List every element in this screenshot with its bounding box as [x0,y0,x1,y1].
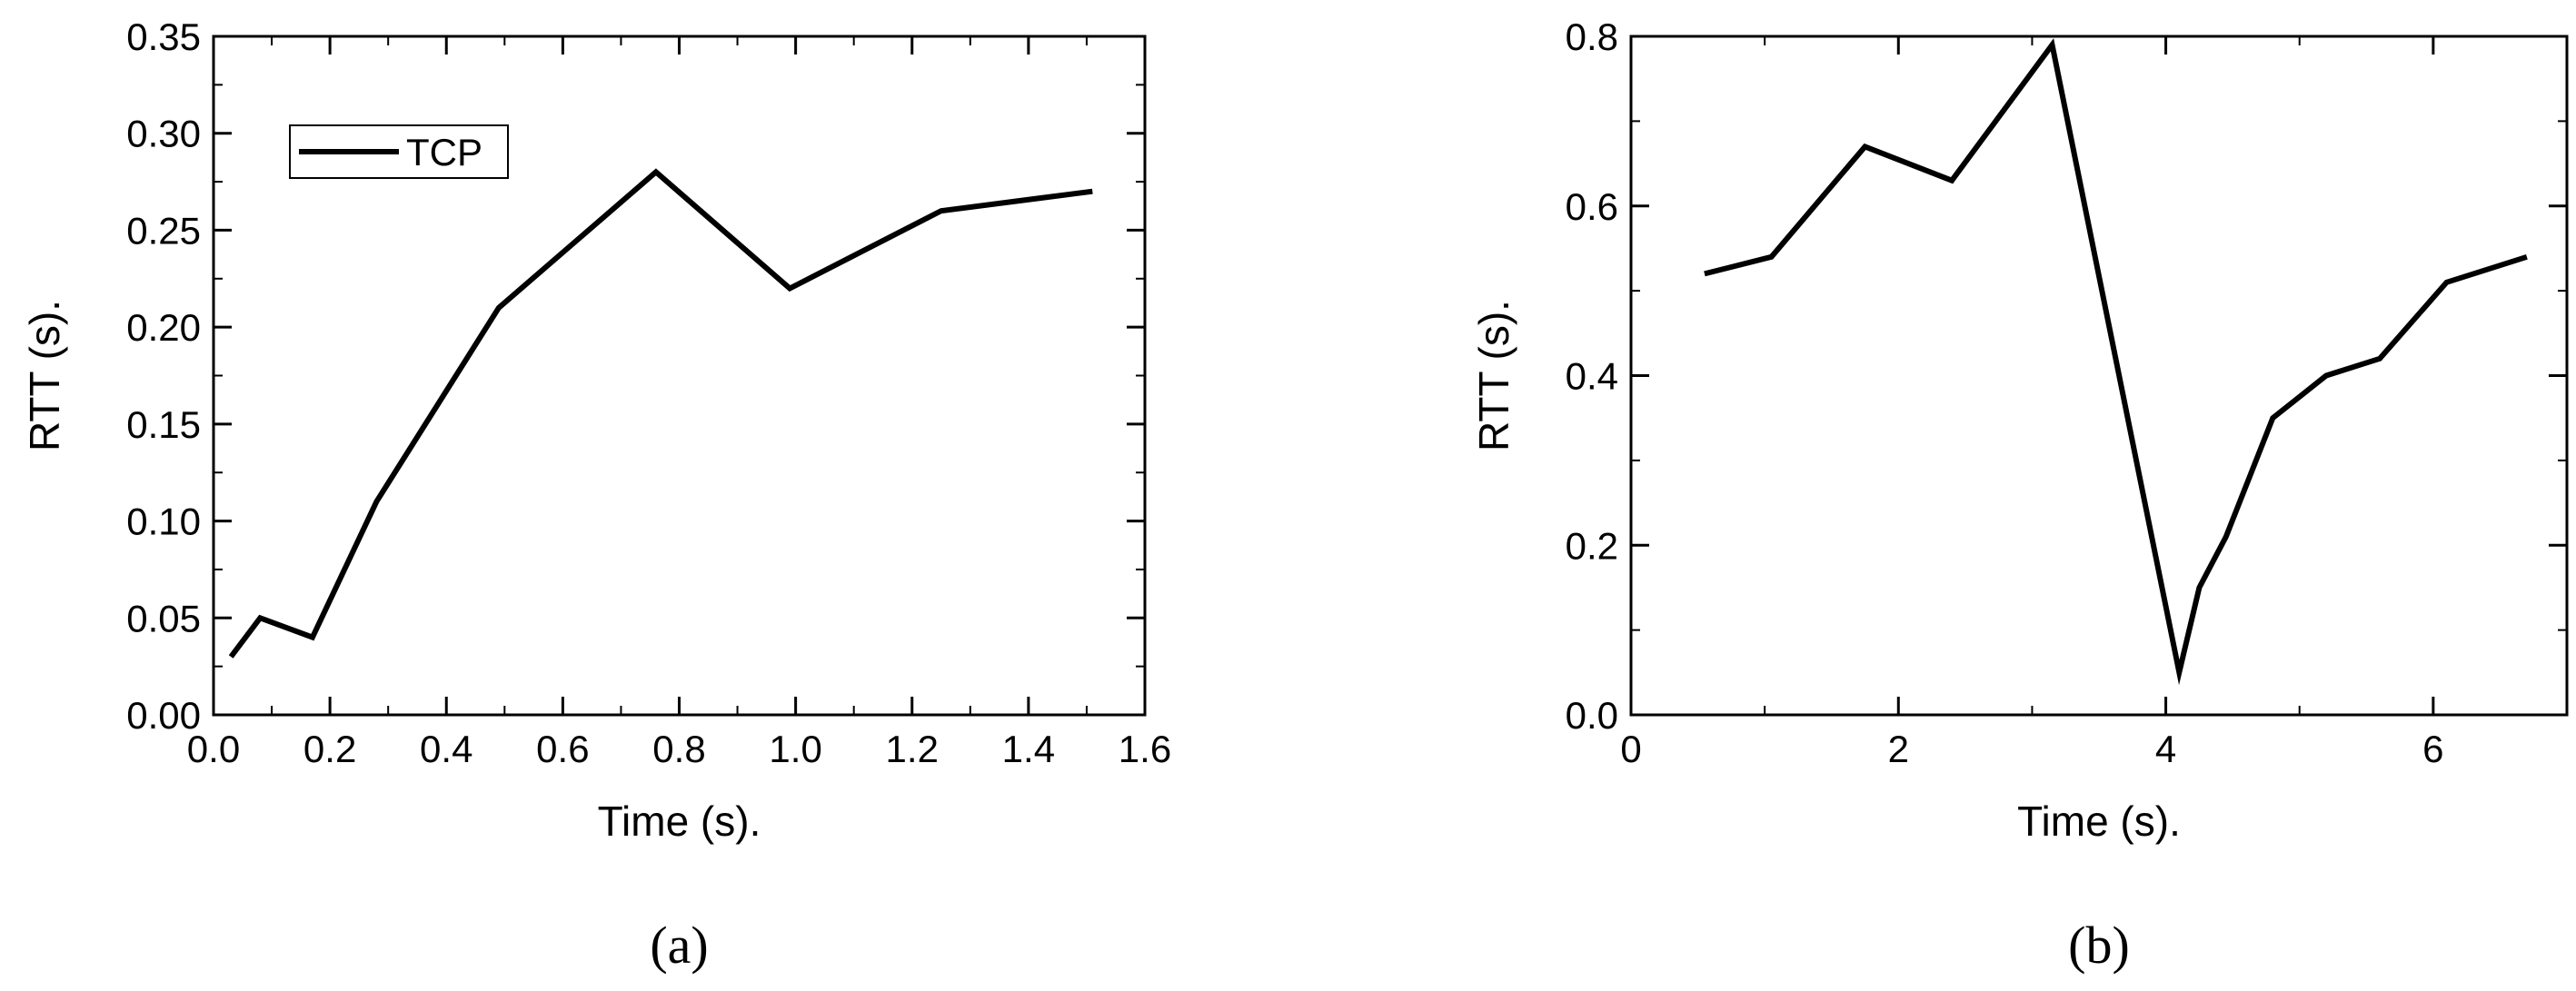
y-tick-label: 0.4 [1566,355,1618,398]
x-tick-label: 0.8 [652,728,705,770]
x-tick-label: 1.6 [1119,728,1171,770]
x-tick-label: 6 [2422,728,2443,770]
x-tick-label: 1.4 [1002,728,1055,770]
x-tick-label: 4 [2155,728,2176,770]
y-tick-label: 0.2 [1566,524,1618,567]
x-tick-label: 0.6 [536,728,589,770]
y-axis-title: RTT (s). [1470,300,1517,451]
chart-b: 0 2 4 6 0.0 0.2 0.4 0.6 0.8 Time (s). RTT (s). (b) [1470,15,2569,975]
y-axis-title: RTT (s). [21,300,68,451]
x-tick-label: 0 [1620,728,1641,770]
x-axis-title: Time (s). [598,798,761,845]
y-tick-label: 0.10 [126,500,201,543]
y-tick-label: 0.05 [126,597,201,639]
y-tick-label: 0.15 [126,403,201,446]
plot-frame [1629,35,2569,717]
x-axis-title: Time (s). [2017,798,2181,845]
legend-label: TCP [406,131,482,173]
x-tick-label: 0.4 [420,728,472,770]
x-tick-label: 2 [1888,728,1909,770]
figure-caption: (b) [2068,916,2130,975]
y-tick-label: 0.30 [126,113,201,155]
series-line [1704,38,2528,686]
y-tick-label: 0.35 [126,15,201,58]
y-tick-label: 0.25 [126,209,201,252]
chart-a: 0.0 0.2 0.4 0.6 0.8 1.0 1.2 1.4 1.6 0.00 0.05 0.10 0… [21,15,1171,975]
y-tick-label: 0.0 [1566,694,1618,737]
y-tick-label: 0.00 [126,694,201,737]
x-tick-label: 0.2 [303,728,356,770]
x-tick-label: 1.2 [886,728,939,770]
y-tick-label: 0.6 [1566,185,1618,228]
figure-caption: (a) [650,916,708,975]
y-tick-label: 0.20 [126,306,201,349]
y-tick-label: 0.8 [1566,15,1618,58]
x-tick-label: 1.0 [769,728,821,770]
x-tick-label: 0.0 [187,728,240,770]
series-line [228,168,1093,659]
